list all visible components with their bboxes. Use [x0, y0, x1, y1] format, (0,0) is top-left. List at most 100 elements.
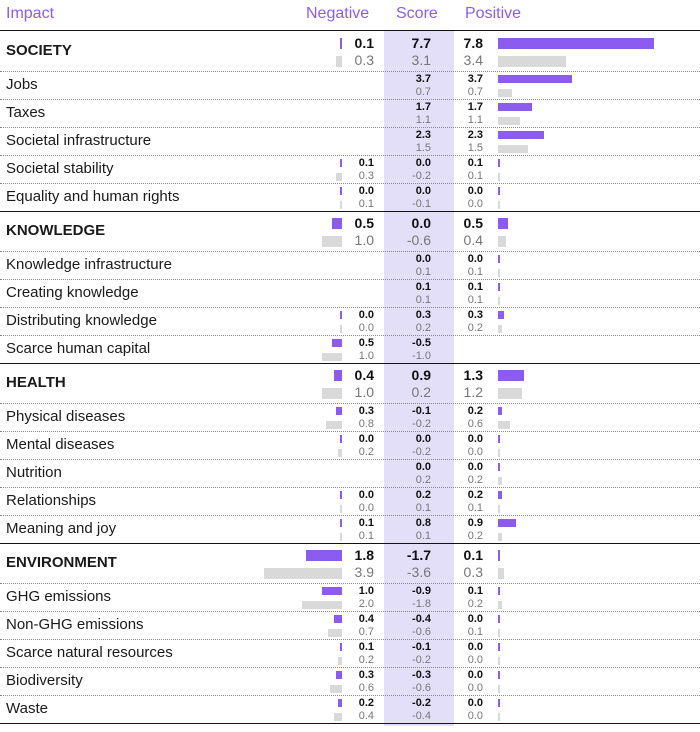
negative-bar-secondary — [330, 685, 342, 693]
negative-value: 0.0 — [359, 433, 374, 445]
positive-bar — [498, 187, 500, 195]
row-divider — [0, 695, 700, 696]
positive-bar — [498, 38, 654, 49]
positive-value: 0.0 — [468, 613, 483, 625]
positive-value-secondary: 0.2 — [468, 530, 483, 542]
section-row: HEALTH 0.4 1.0 0.9 0.2 1.3 1.2 — [0, 363, 700, 403]
negative-bar-secondary — [328, 629, 342, 637]
score-value: 3.7 — [416, 73, 431, 85]
score-value-secondary: 0.1 — [416, 294, 431, 306]
negative-value: 0.3 — [359, 669, 374, 681]
positive-bar — [498, 131, 544, 139]
row-divider — [0, 251, 700, 252]
section-divider — [0, 363, 700, 364]
table-row: Distributing knowledge 0.0 0.0 0.3 0.2 0.3 0.2 — [0, 307, 700, 335]
negative-value: 1.8 — [355, 547, 374, 563]
table-row: Scarce human capital 0.5 1.0 -0.5 -1.0 — [0, 335, 700, 363]
positive-value: 0.9 — [468, 517, 483, 529]
positive-value: 0.0 — [468, 461, 483, 473]
positive-value: 0.0 — [468, 697, 483, 709]
positive-bar-secondary — [498, 533, 502, 541]
table-row: Scarce natural resources 0.1 0.2 -0.1 -0.2 0.… — [0, 639, 700, 667]
positive-value: 1.3 — [464, 367, 483, 383]
score-value-secondary: -0.6 — [412, 682, 431, 694]
positive-value-secondary: 0.3 — [464, 564, 483, 580]
negative-bar — [340, 519, 342, 527]
score-value: 7.7 — [412, 35, 431, 51]
score-value: -0.3 — [412, 669, 431, 681]
positive-bar — [498, 491, 502, 499]
negative-bar — [336, 671, 342, 679]
negative-value-secondary: 3.9 — [355, 564, 374, 580]
positive-value-secondary: 0.2 — [468, 322, 483, 334]
table-row: Relationships 0.0 0.0 0.2 0.1 0.2 0.1 — [0, 487, 700, 515]
score-value-secondary: -0.4 — [412, 710, 431, 722]
positive-value-secondary: 1.5 — [468, 142, 483, 154]
score-value: 2.3 — [416, 129, 431, 141]
negative-value-secondary: 0.6 — [359, 682, 374, 694]
score-value: 0.9 — [412, 367, 431, 383]
row-label: Non-GHG emissions — [6, 615, 144, 635]
row-label: Meaning and joy — [6, 519, 116, 539]
row-divider — [0, 403, 700, 404]
table-row: Biodiversity 0.3 0.6 -0.3 -0.6 0.0 0.0 — [0, 667, 700, 695]
positive-value: 0.5 — [464, 215, 483, 231]
row-divider — [0, 431, 700, 432]
negative-value-secondary: 2.0 — [359, 598, 374, 610]
score-value: -0.1 — [412, 641, 431, 653]
positive-value-secondary: 0.6 — [468, 418, 483, 430]
negative-value: 0.5 — [359, 337, 374, 349]
positive-value-secondary: 0.1 — [468, 170, 483, 182]
table-row: GHG emissions 1.0 2.0 -0.9 -1.8 0.1 0.2 — [0, 583, 700, 611]
negative-value-secondary: 1.0 — [355, 384, 374, 400]
section-label: KNOWLEDGE — [6, 221, 105, 241]
row-divider — [0, 183, 700, 184]
section-label: HEALTH — [6, 373, 66, 393]
table-row: Physical diseases 0.3 0.8 -0.1 -0.2 0.2 0.6 — [0, 403, 700, 431]
positive-bar — [498, 75, 572, 83]
positive-bar-secondary — [498, 477, 502, 485]
negative-value: 1.0 — [359, 585, 374, 597]
negative-bar — [306, 550, 342, 561]
positive-value: 0.0 — [468, 433, 483, 445]
negative-value-secondary: 0.3 — [355, 52, 374, 68]
negative-bar-secondary — [340, 505, 342, 513]
negative-value: 0.3 — [359, 405, 374, 417]
negative-bar — [340, 643, 342, 651]
score-value-secondary: 0.2 — [412, 384, 431, 400]
positive-bar-secondary — [498, 713, 500, 721]
positive-bar — [498, 587, 500, 595]
header-positive: Positive — [465, 4, 521, 24]
row-divider — [0, 279, 700, 280]
row-divider — [0, 127, 700, 128]
negative-value-secondary: 1.0 — [355, 232, 374, 248]
score-value: 0.0 — [416, 157, 431, 169]
negative-bar — [340, 187, 342, 195]
negative-bar-secondary — [264, 568, 342, 579]
negative-bar — [340, 311, 342, 319]
score-value-secondary: -0.2 — [412, 446, 431, 458]
row-divider — [0, 307, 700, 308]
negative-value: 0.0 — [359, 489, 374, 501]
negative-value: 0.4 — [355, 367, 374, 383]
score-value: 0.2 — [416, 489, 431, 501]
row-divider — [0, 487, 700, 488]
negative-value-secondary: 1.0 — [359, 350, 374, 362]
positive-value: 0.0 — [468, 253, 483, 265]
positive-value-secondary: 0.1 — [468, 266, 483, 278]
negative-bar-secondary — [338, 449, 342, 457]
negative-bar-secondary — [322, 236, 342, 247]
negative-value-secondary: 0.4 — [359, 710, 374, 722]
score-value-secondary: 0.7 — [416, 86, 431, 98]
row-label: Scarce natural resources — [6, 643, 173, 663]
positive-bar-secondary — [498, 325, 502, 333]
table-row: Taxes 1.7 1.1 1.7 1.1 — [0, 99, 700, 127]
negative-bar-secondary — [340, 201, 342, 209]
table-row: Mental diseases 0.0 0.2 0.0 -0.2 0.0 0.0 — [0, 431, 700, 459]
positive-value-secondary: 0.0 — [468, 198, 483, 210]
positive-bar — [498, 435, 500, 443]
row-label: Jobs — [6, 75, 38, 95]
positive-bar-secondary — [498, 89, 512, 97]
positive-value: 0.2 — [468, 489, 483, 501]
negative-value-secondary: 0.1 — [359, 530, 374, 542]
